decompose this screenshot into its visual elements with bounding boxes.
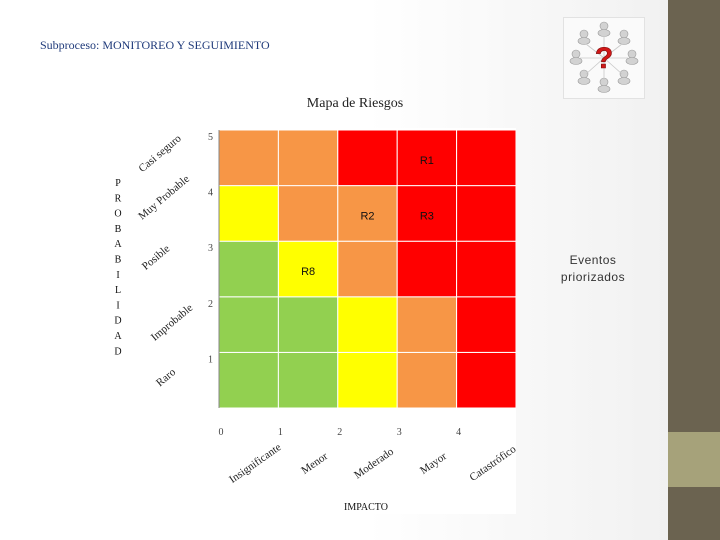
risk-marker-label: R3 <box>420 210 434 222</box>
probability-axis-letter: L <box>115 285 121 296</box>
events-label: Eventos priorizados <box>560 253 626 284</box>
probability-axis-letter: O <box>114 209 121 220</box>
risk-cell <box>337 240 398 298</box>
y-category-label: Posible <box>140 243 173 273</box>
risk-marker-label: R1 <box>420 155 434 167</box>
risk-cell <box>456 129 516 187</box>
y-tick-label: 1 <box>208 354 213 365</box>
probability-axis-letter: P <box>115 178 121 189</box>
probability-axis-letter: A <box>114 239 122 250</box>
risk-map-panel: 1 2 3 4 5 0 1 2 3 4 5 Insignificante Menor Moderado Ma… <box>110 128 516 514</box>
probability-axis-letter: B <box>115 224 122 235</box>
y-category-label: Raro <box>154 366 178 389</box>
map-title: Mapa de Riesgos <box>306 96 404 111</box>
risk-cell <box>277 129 339 187</box>
probability-axis-letter: I <box>116 300 119 311</box>
risk-cell <box>337 296 398 353</box>
risk-cell <box>337 129 398 187</box>
risk-cell <box>337 351 398 409</box>
y-tick-label: 3 <box>208 243 213 254</box>
risk-cell <box>218 240 279 298</box>
x-category-label: Moderado <box>352 445 396 481</box>
y-category-label: Improbable <box>149 302 196 344</box>
probability-axis-letter: R <box>115 193 122 204</box>
x-category-label: Mayor <box>418 450 449 477</box>
x-category-label: Insignificante <box>227 441 284 486</box>
risk-cell <box>396 296 458 353</box>
x-tick-label: 0 <box>219 427 224 438</box>
x-category-label: Menor <box>299 450 330 477</box>
risk-cell <box>218 351 279 409</box>
sidebar-band-bottom <box>668 487 720 540</box>
logo-question-mark: ? <box>595 42 613 75</box>
x-tick-label: 4 <box>456 427 461 438</box>
risk-cell <box>218 185 279 242</box>
risk-cell <box>218 129 279 187</box>
subprocess-title: Subproceso: MONITOREO Y SEGUIMIENTO <box>40 38 270 52</box>
y-tick-label: 2 <box>208 299 213 310</box>
people-question-mark-icon: ? <box>563 17 645 99</box>
risk-cell <box>456 185 516 242</box>
risk-cell <box>456 351 516 409</box>
sidebar-band-top <box>668 0 720 432</box>
risk-marker-label: R8 <box>301 266 315 278</box>
sidebar-band-accent <box>668 432 720 487</box>
y-tick-label: 5 <box>208 132 213 143</box>
risk-cell <box>277 296 339 353</box>
y-category-label: Casi seguro <box>136 132 184 175</box>
risk-cell <box>456 240 516 298</box>
risk-marker-label: R2 <box>360 210 374 222</box>
risk-cell <box>277 185 339 242</box>
risk-cell <box>218 296 279 353</box>
x-tick-label: 2 <box>337 427 342 438</box>
impact-axis-title: IMPACTO <box>344 502 388 513</box>
x-tick-label: 1 <box>278 427 283 438</box>
probability-axis-letter: B <box>115 255 122 266</box>
y-tick-label: 4 <box>208 188 213 199</box>
risk-cell <box>396 351 458 409</box>
risk-cell <box>277 351 339 409</box>
risk-cell <box>456 296 516 353</box>
risk-cell <box>396 240 458 298</box>
x-tick-label: 5 <box>516 427 517 438</box>
x-tick-label: 3 <box>397 427 402 438</box>
probability-axis-letter: A <box>114 331 122 342</box>
probability-axis-letter: D <box>114 346 121 357</box>
probability-axis-letter: D <box>114 316 121 327</box>
y-category-label: Muy Probable <box>136 173 192 223</box>
probability-axis-letter: I <box>116 270 119 281</box>
risk-map-chart: 1 2 3 4 5 0 1 2 3 4 5 Insignificante Menor Moderado Ma… <box>114 129 517 513</box>
risk-cell <box>396 185 458 242</box>
x-category-label: Catastrófico <box>467 443 516 484</box>
